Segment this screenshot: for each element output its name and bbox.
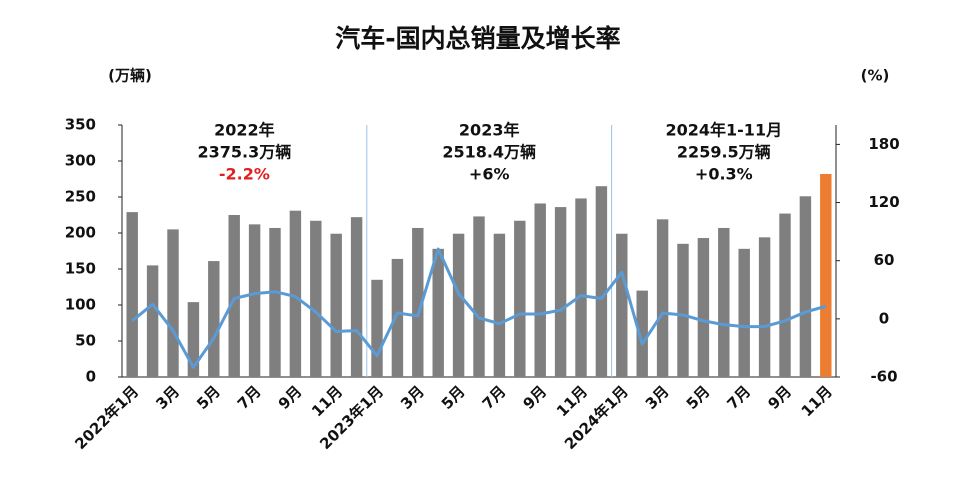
x-tick-label: 7月 — [234, 382, 265, 413]
bar — [656, 219, 669, 377]
y-tick-label: 350 — [65, 116, 96, 134]
bar — [432, 248, 444, 377]
bar — [412, 227, 424, 377]
bar — [330, 233, 342, 377]
x-tick-label: 2022年1月 — [71, 382, 142, 453]
chart-title: 汽车-国内总销量及增长率 — [335, 24, 620, 53]
bar — [208, 261, 220, 377]
y2-tick-label: -60 — [870, 368, 897, 386]
bar — [514, 220, 526, 377]
bar — [473, 216, 485, 377]
bar — [697, 238, 710, 377]
annotation: 2022年 — [214, 121, 275, 140]
bar — [616, 233, 628, 377]
bar — [228, 215, 240, 377]
bar — [779, 213, 791, 377]
annotation: -2.2% — [219, 165, 270, 184]
bar — [350, 217, 363, 377]
bar — [758, 237, 771, 377]
y-tick-label: 50 — [75, 332, 96, 350]
annotation: 2518.4万辆 — [442, 143, 536, 162]
bar — [534, 203, 546, 377]
line — [131, 247, 827, 369]
bar — [595, 186, 608, 377]
x-tick-label: 7月 — [723, 382, 754, 413]
annotation: +0.3% — [695, 165, 753, 184]
x-tick-label: 9月 — [519, 382, 550, 413]
bar — [718, 227, 730, 377]
bar — [289, 210, 302, 377]
bar — [310, 220, 322, 377]
y2-tick-label: 0 — [879, 309, 889, 327]
bar — [575, 198, 587, 377]
y2-tick-label: 120 — [868, 193, 899, 211]
annotation: +6% — [469, 165, 510, 184]
x-tick-label: 11月 — [553, 382, 591, 420]
bar — [126, 212, 138, 377]
bar — [269, 227, 281, 377]
x-tick-label: 5月 — [193, 382, 224, 413]
annotation: 2259.5万辆 — [677, 143, 771, 162]
y-tick-label: 200 — [65, 224, 96, 242]
bar — [554, 207, 567, 377]
x-tick-label: 11月 — [308, 382, 346, 420]
annotation: 2023年 — [459, 121, 520, 140]
bar — [391, 258, 404, 377]
x-tick-label: 3月 — [152, 382, 183, 413]
bar — [636, 290, 648, 377]
annotation: 2024年1-11月 — [666, 121, 783, 140]
annotation: 2375.3万辆 — [198, 143, 292, 162]
x-tick-label: 5月 — [683, 382, 714, 413]
bar — [146, 265, 159, 377]
y-tick-label: 100 — [65, 296, 96, 314]
bar — [187, 302, 200, 377]
x-tick-label: 9月 — [764, 382, 795, 413]
bar — [248, 224, 261, 377]
bar — [820, 173, 832, 377]
bar — [167, 229, 179, 377]
x-tick-label: 3月 — [397, 382, 428, 413]
bar — [677, 243, 689, 377]
y-axis-label: (万辆) — [108, 67, 152, 85]
x-tick-label: 7月 — [479, 382, 510, 413]
bar — [371, 279, 383, 377]
x-tick-label: 3月 — [642, 382, 673, 413]
y-tick-label: 250 — [65, 188, 96, 206]
x-tick-label: 11月 — [798, 382, 836, 420]
bar — [799, 196, 812, 377]
x-tick-label: 5月 — [438, 382, 469, 413]
bar — [452, 233, 465, 377]
bar — [738, 248, 750, 377]
y-tick-label: 150 — [65, 260, 96, 278]
y-tick-label: 300 — [65, 152, 96, 170]
bar — [493, 233, 506, 377]
y2-tick-label: 180 — [868, 135, 899, 153]
y2-axis-label: (%) — [861, 67, 890, 85]
x-tick-label: 9月 — [275, 382, 306, 413]
y2-tick-label: 60 — [874, 251, 895, 269]
y-tick-label: 0 — [86, 368, 96, 386]
